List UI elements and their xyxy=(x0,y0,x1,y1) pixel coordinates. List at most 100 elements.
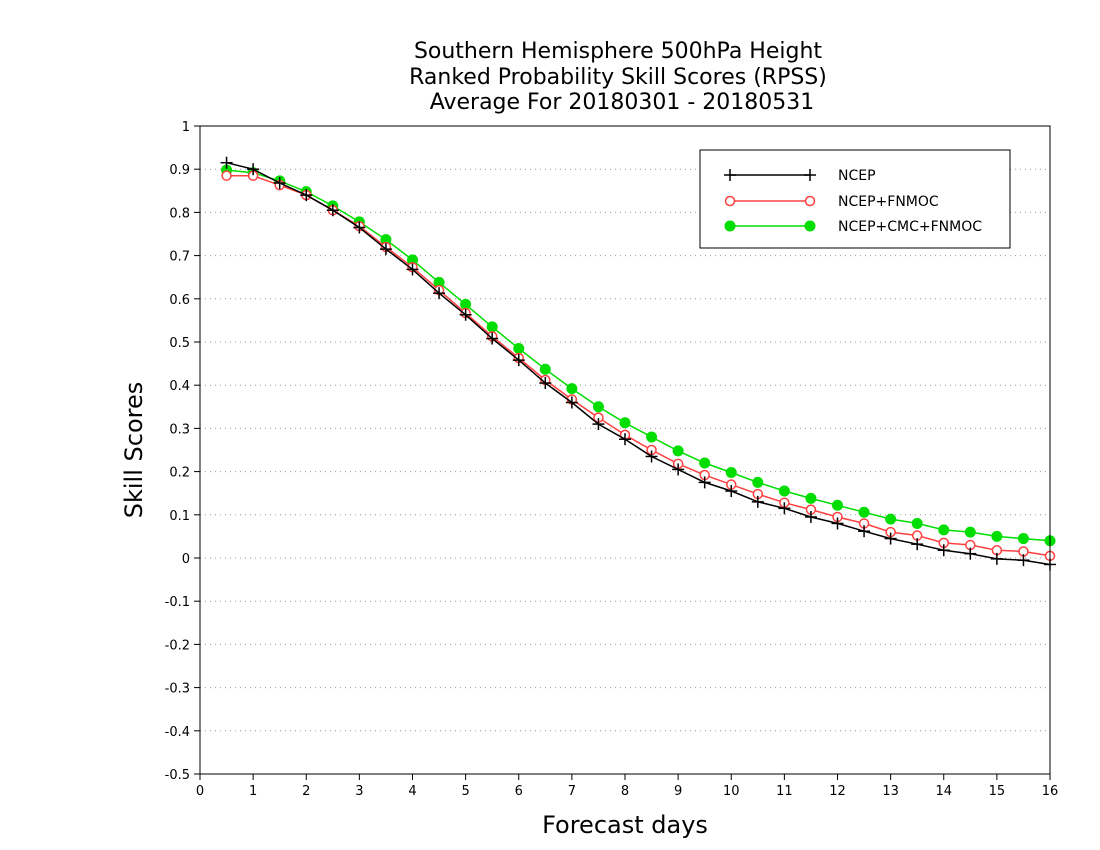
data-point xyxy=(778,502,791,515)
data-point xyxy=(672,445,684,457)
data-point xyxy=(539,377,552,390)
y-tick-label: 0.8 xyxy=(169,206,190,221)
y-tick-label: 0.3 xyxy=(169,422,190,437)
data-point xyxy=(247,163,260,176)
y-tick-label: 0.5 xyxy=(169,336,190,351)
series-group xyxy=(220,156,1056,571)
data-point xyxy=(858,525,871,538)
x-tick-label: 14 xyxy=(935,784,952,799)
axes: -0.5 -0.4 -0.3 -0.2 -0.1 0 0.1 0.2 0.3 0.4 0.5 0.6 0… xyxy=(165,120,1059,799)
series-line xyxy=(226,161,1051,566)
data-point xyxy=(486,321,498,333)
data-point xyxy=(300,189,313,202)
data-point xyxy=(353,221,366,234)
data-point xyxy=(1017,533,1029,545)
x-tick-label: 15 xyxy=(989,784,1006,799)
legend-entry: NCEP+CMC+FNMOC xyxy=(724,219,982,235)
data-point xyxy=(858,506,870,518)
y-tick-label: 0.1 xyxy=(169,509,190,524)
data-point xyxy=(964,526,976,538)
y-tick-label: 0.4 xyxy=(169,379,190,394)
x-tick-label: 4 xyxy=(408,784,416,799)
y-tick-label: -0.5 xyxy=(165,768,190,783)
data-point xyxy=(539,363,551,375)
legend-marker xyxy=(724,169,736,181)
data-point xyxy=(220,156,233,169)
legend-label: NCEP+CMC+FNMOC xyxy=(838,219,982,235)
x-tick-label: 9 xyxy=(674,784,682,799)
legend-entry: NCEP xyxy=(724,168,876,184)
y-tick-label: -0.2 xyxy=(165,638,190,653)
data-point xyxy=(938,524,950,536)
legend-label: NCEP xyxy=(838,168,876,184)
data-point xyxy=(645,450,658,463)
y-tick-label: 1 xyxy=(182,120,190,135)
x-tick-label: 2 xyxy=(302,784,310,799)
data-point xyxy=(911,538,924,551)
plot-frame xyxy=(199,125,1051,775)
y-tick-label: 0.2 xyxy=(169,466,190,481)
x-tick-label: 0 xyxy=(196,784,204,799)
data-point xyxy=(221,170,232,181)
data-point xyxy=(937,544,950,557)
title-line-3: Average For 20180301 - 20180531 xyxy=(430,90,815,115)
data-point xyxy=(991,530,1003,542)
x-tick-label: 16 xyxy=(1042,784,1059,799)
data-point xyxy=(592,418,605,431)
y-tick-label: 0.9 xyxy=(169,163,190,178)
data-point xyxy=(884,532,897,545)
data-point xyxy=(778,485,790,497)
data-point xyxy=(805,492,817,504)
legend-entry: NCEP+FNMOC xyxy=(724,194,939,210)
title-line-1: Southern Hemisphere 500hPa Height xyxy=(414,39,822,64)
y-tick-label: 0.6 xyxy=(169,293,190,308)
gridlines xyxy=(200,168,1050,732)
data-point xyxy=(646,431,658,443)
data-point xyxy=(273,177,286,190)
x-tick-label: 8 xyxy=(621,784,629,799)
y-tick-label: 0 xyxy=(182,552,190,567)
data-point xyxy=(566,383,578,395)
legend-marker xyxy=(724,220,736,232)
data-point xyxy=(459,308,472,321)
data-point xyxy=(326,204,339,217)
legend: NCEP NCEP+FNMOC NCEP+CMC+FNMOC xyxy=(699,149,1011,249)
data-point xyxy=(885,513,897,525)
x-axis-title: Forecast days xyxy=(542,811,708,839)
legend-box xyxy=(699,149,1011,249)
data-point xyxy=(752,476,764,488)
data-point xyxy=(990,552,1003,565)
y-axis-title: Skill Scores xyxy=(120,382,148,519)
data-point xyxy=(911,517,923,529)
x-tick-label: 6 xyxy=(515,784,523,799)
data-point xyxy=(592,401,604,413)
data-point xyxy=(698,476,711,489)
x-tick-label: 11 xyxy=(776,784,793,799)
legend-marker xyxy=(804,220,816,232)
data-point xyxy=(832,499,843,511)
x-tick-label: 7 xyxy=(568,784,576,799)
data-point xyxy=(619,433,631,446)
data-point xyxy=(513,342,525,354)
data-point xyxy=(406,263,419,276)
y-tick-label: 0.7 xyxy=(169,250,190,265)
data-point xyxy=(831,517,844,530)
legend-marker xyxy=(804,169,816,181)
data-point xyxy=(486,332,499,345)
data-point xyxy=(725,466,737,478)
title-line-2: Ranked Probability Skill Scores (RPSS) xyxy=(409,65,827,90)
x-tick-label: 10 xyxy=(723,784,740,799)
data-point xyxy=(751,495,764,508)
legend-marker xyxy=(724,195,736,207)
data-point xyxy=(725,485,738,498)
data-point xyxy=(699,457,711,469)
x-tick-label: 1 xyxy=(249,784,257,799)
data-point xyxy=(379,243,392,256)
legend-marker xyxy=(804,195,816,207)
legend-label: NCEP+FNMOC xyxy=(838,194,939,210)
y-tick-label: -0.4 xyxy=(165,725,190,740)
x-tick-label: 12 xyxy=(829,784,846,799)
x-tick-label: 3 xyxy=(355,784,363,799)
data-point xyxy=(433,287,446,300)
